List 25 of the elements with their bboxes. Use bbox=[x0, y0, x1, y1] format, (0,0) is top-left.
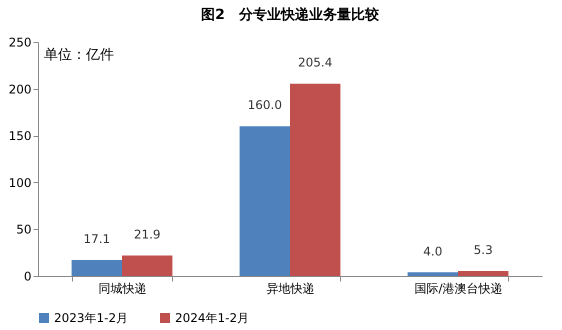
bar bbox=[458, 271, 508, 276]
data-label: 21.9 bbox=[134, 228, 161, 242]
y-tick-label: 100 bbox=[8, 176, 32, 190]
data-label: 4.0 bbox=[423, 244, 442, 258]
data-label: 17.1 bbox=[83, 232, 110, 246]
y-tick-label: 50 bbox=[16, 222, 32, 237]
bar bbox=[408, 272, 458, 276]
chart-title: 图2 分专业快递业务量比较 bbox=[201, 6, 380, 23]
x-tick-label: 国际/港澳台快递 bbox=[414, 282, 503, 296]
bar bbox=[72, 260, 122, 276]
legend-label: 2023年1-2月 bbox=[54, 311, 128, 325]
bar bbox=[240, 126, 290, 276]
legend-label: 2024年1-2月 bbox=[175, 311, 250, 325]
bar bbox=[290, 84, 340, 276]
bar bbox=[122, 256, 172, 276]
data-label: 205.4 bbox=[298, 56, 332, 70]
y-tick-label: 0 bbox=[24, 270, 32, 284]
y-tick-label: 150 bbox=[8, 129, 32, 144]
annotation: 单位：亿件 bbox=[44, 47, 114, 63]
y-tick-label: 250 bbox=[8, 36, 32, 50]
data-label: 160.0 bbox=[248, 98, 282, 112]
data-label: 5.3 bbox=[474, 243, 493, 258]
y-tick-label: 200 bbox=[8, 82, 32, 96]
x-tick-label: 异地快递 bbox=[266, 282, 314, 296]
x-tick-label: 同城快递 bbox=[98, 282, 146, 296]
